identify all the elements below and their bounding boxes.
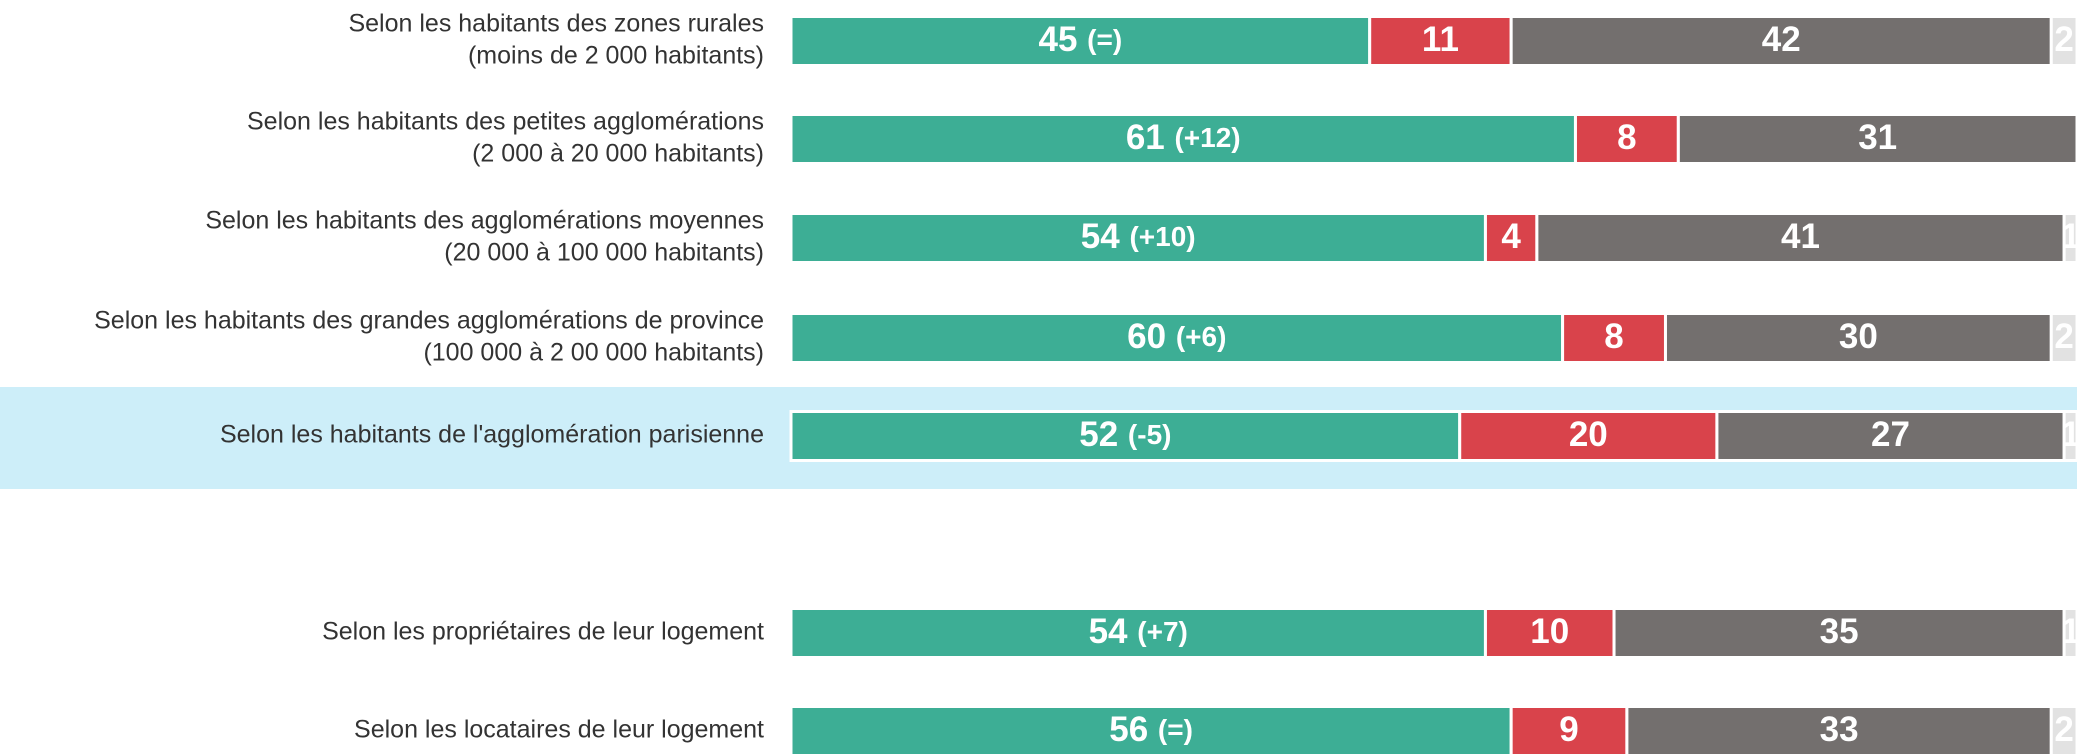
value-label: 54 (+10) <box>1081 217 1196 256</box>
value-label: 8 <box>1604 317 1623 356</box>
value-label: 61 (+12) <box>1126 118 1241 157</box>
value-number: 52 <box>1079 415 1118 454</box>
value-number: 8 <box>1604 317 1623 356</box>
value-number: 2 <box>2054 317 2073 356</box>
bar-segment <box>1509 705 1629 754</box>
value-label: 4 <box>1501 217 1521 256</box>
bar-segment <box>1612 607 2066 659</box>
value-number: 54 <box>1081 217 1120 256</box>
bar-segment <box>1715 410 2066 462</box>
value-number: 8 <box>1617 118 1636 157</box>
change-space <box>1148 710 1158 749</box>
value-number: 31 <box>1858 118 1897 157</box>
bar-segment <box>1561 312 1667 364</box>
value-label: 35 <box>1820 612 1859 651</box>
value-label: 31 <box>1858 118 1897 157</box>
bar-segment <box>1573 113 1680 165</box>
value-label: 9 <box>1559 710 1578 749</box>
value-number: 2 <box>2054 710 2073 749</box>
value-label: 30 <box>1839 317 1878 356</box>
category-label: Selon les habitants des petites agglomér… <box>247 108 764 136</box>
value-number: 1 <box>2061 217 2077 256</box>
bar-segment <box>1535 212 2066 264</box>
value-number: 9 <box>1559 710 1578 749</box>
value-change: (+12) <box>1174 122 1240 153</box>
value-label: 27 <box>1871 415 1910 454</box>
value-label: 10 <box>1530 612 1569 651</box>
value-label: 41 <box>1781 217 1820 256</box>
category-label: (20 000 à 100 000 habitants) <box>444 239 764 267</box>
bar-segment <box>2049 705 2077 754</box>
category-label: Selon les locataires de leur logement <box>354 716 764 744</box>
value-number: 42 <box>1762 20 1801 59</box>
value-label: 1 <box>2061 217 2077 256</box>
change-space <box>1118 415 1128 454</box>
value-number: 27 <box>1871 415 1910 454</box>
value-change: (=) <box>1158 714 1193 745</box>
bar-segment <box>1368 15 1513 67</box>
category-label: (100 000 à 2 00 000 habitants) <box>423 339 764 367</box>
value-number: 61 <box>1126 118 1165 157</box>
value-label: 42 <box>1762 20 1801 59</box>
value-number: 10 <box>1530 612 1569 651</box>
value-number: 1 <box>2061 612 2077 651</box>
change-space <box>1166 317 1176 356</box>
category-label: Selon les habitants de l'agglomération p… <box>220 421 764 449</box>
value-change: (+10) <box>1129 221 1195 252</box>
value-number: 56 <box>1109 710 1148 749</box>
value-label: 45 (=) <box>1039 20 1123 59</box>
category-label: Selon les propriétaires de leur logement <box>322 618 764 646</box>
value-number: 1 <box>2061 415 2077 454</box>
value-number: 2 <box>2054 20 2073 59</box>
value-number: 33 <box>1820 710 1859 749</box>
value-change: (=) <box>1087 24 1122 55</box>
value-number: 30 <box>1839 317 1878 356</box>
value-label: 60 (+6) <box>1127 317 1226 356</box>
value-label: 11 <box>1422 20 1459 59</box>
value-label: 54 (+7) <box>1089 612 1188 651</box>
bar-segment <box>1458 410 1719 462</box>
change-space <box>1165 118 1175 157</box>
bar-segment <box>1509 15 2053 67</box>
bar-segment <box>2049 312 2077 364</box>
value-change: (-5) <box>1128 419 1172 450</box>
value-label: 56 (=) <box>1109 710 1193 749</box>
value-number: 4 <box>1501 217 1521 256</box>
bar-segment <box>789 607 1487 659</box>
bar-segment <box>789 113 1577 165</box>
value-label: 8 <box>1617 118 1636 157</box>
value-number: 54 <box>1089 612 1128 651</box>
change-space <box>1128 612 1138 651</box>
value-label: 2 <box>2054 20 2073 59</box>
bar-segment <box>789 410 1462 462</box>
value-number: 41 <box>1781 217 1820 256</box>
value-label: 1 <box>2061 612 2077 651</box>
value-number: 20 <box>1569 415 1608 454</box>
value-change: (+6) <box>1176 321 1227 352</box>
value-number: 45 <box>1039 20 1078 59</box>
change-space <box>1077 20 1087 59</box>
value-label: 52 (-5) <box>1079 415 1171 454</box>
category-label: Selon les habitants des agglomérations m… <box>205 207 764 235</box>
value-number: 60 <box>1127 317 1166 356</box>
category-label: Selon les habitants des zones rurales <box>348 10 764 38</box>
value-number: 35 <box>1820 612 1859 651</box>
value-change: (+7) <box>1137 616 1188 647</box>
value-label: 2 <box>2054 710 2073 749</box>
value-number: 11 <box>1422 20 1459 59</box>
bar-segment <box>789 312 1565 364</box>
bar-segment <box>1676 113 2077 165</box>
bar-segment <box>789 15 1372 67</box>
value-label: 20 <box>1569 415 1608 454</box>
category-label: (moins de 2 000 habitants) <box>468 42 764 70</box>
change-space <box>1120 217 1130 256</box>
bar-segment <box>2049 15 2077 67</box>
category-label: Selon les habitants des grandes agglomér… <box>94 307 764 335</box>
value-label: 1 <box>2061 415 2077 454</box>
value-label: 2 <box>2054 317 2073 356</box>
value-label: 33 <box>1820 710 1859 749</box>
category-label: (2 000 à 20 000 habitants) <box>472 140 764 168</box>
